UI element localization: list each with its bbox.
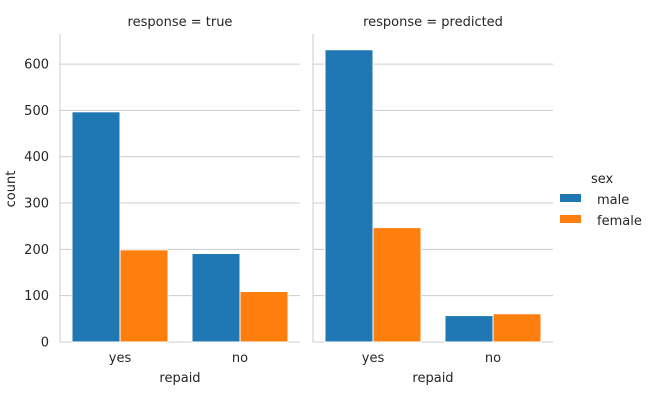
legend-swatch-male: [560, 194, 581, 202]
legend-label-female: female: [597, 214, 642, 229]
y-tick-label: 100: [24, 289, 49, 304]
bar-female-yes: [119, 249, 169, 343]
y-axis-label: count: [4, 171, 19, 208]
x-tick-label: yes: [109, 351, 132, 366]
y-tick-label: 500: [24, 104, 49, 119]
panel-2: response = predicted yes no repaid: [312, 15, 553, 386]
panel-title: response = true: [128, 15, 233, 30]
legend-entries: male female: [560, 193, 642, 229]
x-axis-label: repaid: [412, 371, 453, 386]
legend-swatch-female: [560, 215, 581, 223]
bar-female-no: [239, 291, 289, 343]
bar-male-yes: [324, 49, 374, 343]
legend-title: sex: [591, 172, 614, 187]
panel-title: response = predicted: [363, 15, 503, 30]
y-tick-label: 0: [41, 336, 49, 351]
bar-male-no: [191, 253, 241, 343]
x-tick-label: no: [232, 351, 248, 366]
bar-female-no: [492, 313, 542, 343]
y-tick-label: 200: [24, 243, 49, 258]
bar-male-no: [444, 315, 494, 343]
legend: sex male female: [560, 172, 642, 229]
x-tick-label: no: [485, 351, 501, 366]
bar-male-yes: [71, 111, 121, 343]
y-tick-label: 400: [24, 150, 49, 165]
y-tick-label: 300: [24, 197, 49, 212]
legend-label-male: male: [597, 193, 629, 208]
panel-1: response = true 0 100 200 300 400 500 600 yes no r…: [24, 15, 300, 386]
y-tick-label: 600: [24, 58, 49, 73]
x-axis-label: repaid: [159, 371, 200, 386]
bar-female-yes: [372, 227, 422, 343]
x-tick-label: yes: [362, 351, 385, 366]
